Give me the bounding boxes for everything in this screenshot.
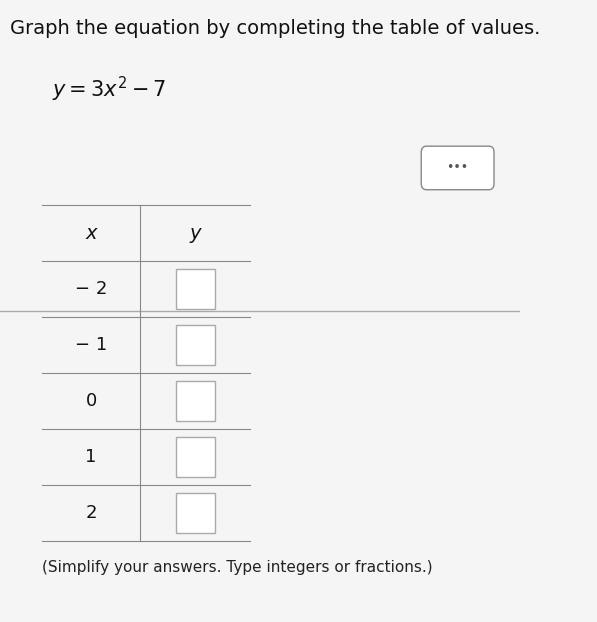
Text: 1: 1 <box>85 448 97 466</box>
Text: •••: ••• <box>447 162 469 174</box>
Text: − 2: − 2 <box>75 281 107 298</box>
Text: 0: 0 <box>85 392 97 410</box>
Text: 2: 2 <box>85 504 97 522</box>
FancyBboxPatch shape <box>421 146 494 190</box>
FancyBboxPatch shape <box>176 437 214 478</box>
Text: x: x <box>85 224 97 243</box>
FancyBboxPatch shape <box>176 269 214 309</box>
Text: − 1: − 1 <box>75 337 107 354</box>
FancyBboxPatch shape <box>176 493 214 533</box>
FancyBboxPatch shape <box>176 325 214 365</box>
FancyBboxPatch shape <box>176 381 214 422</box>
Text: (Simplify your answers. Type integers or fractions.): (Simplify your answers. Type integers or… <box>42 560 432 575</box>
Text: Graph the equation by completing the table of values.: Graph the equation by completing the tab… <box>10 19 541 38</box>
Text: $y = 3x^2 - 7$: $y = 3x^2 - 7$ <box>52 75 166 104</box>
Text: y: y <box>189 224 201 243</box>
